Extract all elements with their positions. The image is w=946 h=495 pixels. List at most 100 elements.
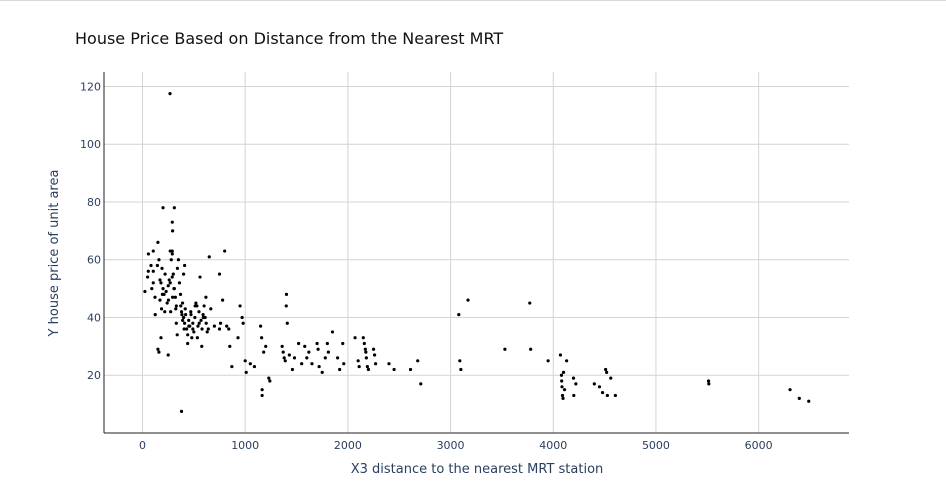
data-point [528,301,532,305]
data-point [162,292,166,296]
data-point [203,315,207,320]
x-tick-label: 5000 [642,439,670,452]
data-point [338,367,342,372]
data-point [170,252,174,256]
data-point [363,347,367,351]
data-point [204,321,208,325]
data-point [185,327,189,331]
data-point [163,310,167,314]
data-point [212,324,216,328]
data-point [597,385,602,389]
chart-title: House Price Based on Distance from the N… [75,29,503,48]
data-point [459,367,463,372]
data-point [230,364,234,369]
data-point [342,362,346,366]
x-tick-label: 1000 [231,439,259,452]
data-point [248,362,252,366]
data-point [169,310,173,314]
data-point [209,307,213,311]
data-point [168,249,172,253]
data-point [267,376,271,380]
data-point [191,327,195,331]
y-tick-label: 120 [80,80,101,93]
data-point [197,310,201,314]
data-point [195,304,199,308]
data-point [183,307,187,311]
data-point [260,336,264,340]
data-point [189,310,193,314]
data-point [284,304,288,308]
data-point [561,396,565,400]
data-point [264,344,268,348]
data-point [166,353,170,357]
data-point [191,321,195,325]
y-tick-label: 40 [87,311,101,324]
data-point [240,315,244,320]
data-point [146,252,151,256]
data-point [561,370,566,374]
data-point [336,356,340,360]
data-point [180,301,185,305]
data-point [150,287,154,291]
data-point [260,393,264,398]
data-point [243,359,247,363]
data-point [353,336,357,340]
x-tick-label: 0 [139,439,146,452]
data-point [416,359,420,363]
data-point [156,347,160,351]
data-point [201,312,205,317]
data-point [200,344,204,348]
data-point [204,295,208,299]
data-point [193,315,197,320]
data-point [169,258,173,262]
data-point [560,393,565,398]
data-point [157,350,161,354]
data-point [178,292,183,296]
data-point [161,287,165,291]
data-point [160,266,164,270]
data-point [170,220,174,224]
data-point [592,382,596,386]
data-point [172,206,176,210]
data-point [181,318,185,322]
data-point [153,312,157,317]
top-border [0,0,946,1]
data-point [155,263,159,268]
data-point [326,350,330,354]
data-point [503,347,507,351]
data-point [168,92,172,96]
data-point [174,307,178,311]
data-point [146,275,150,279]
data-point [236,336,240,340]
data-point [159,281,163,285]
data-point [179,310,184,314]
y-axis-title: Y house price of unit area [47,170,62,338]
data-point [262,350,266,354]
data-point [559,373,564,377]
data-point [223,249,227,253]
data-point [187,318,191,322]
data-point [174,304,178,308]
data-point [323,356,327,360]
data-point [165,301,169,305]
x-tick-label: 2000 [334,439,362,452]
data-point [158,298,162,302]
data-point [371,347,376,351]
data-point [458,359,462,363]
data-point [268,379,272,383]
data-point [244,370,248,374]
data-point [164,289,168,294]
data-point [315,341,319,346]
data-point [218,321,223,325]
y-tick-label: 60 [87,254,101,267]
x-tick-label: 3000 [437,439,465,452]
axes [103,72,849,434]
y-tick-label: 100 [80,138,101,151]
data-point [183,321,187,325]
data-point [797,396,801,400]
data-point [186,341,190,346]
data-point [198,275,202,279]
data-point [325,341,329,346]
data-point [285,321,289,325]
data-point [166,284,170,288]
